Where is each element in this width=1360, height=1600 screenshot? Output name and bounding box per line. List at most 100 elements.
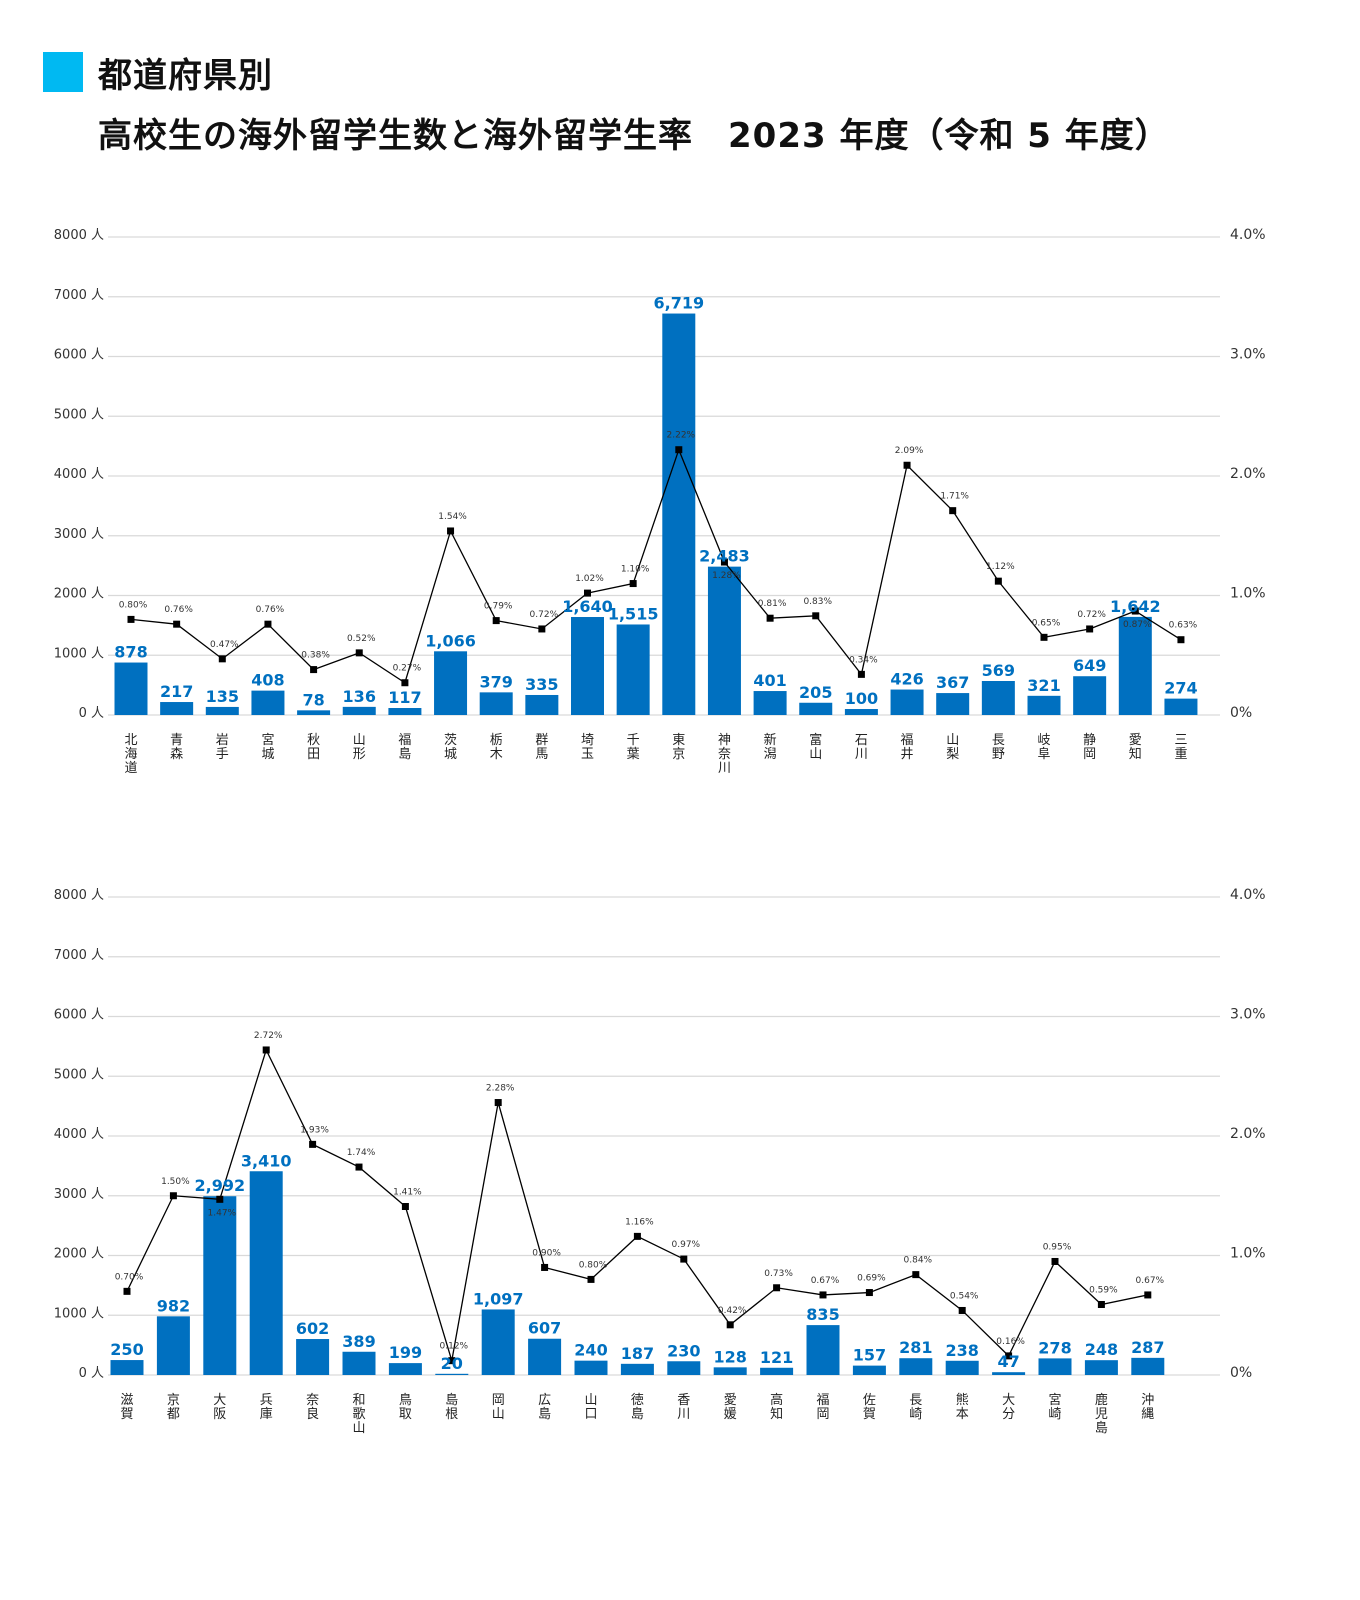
bar [571,617,604,715]
rate-marker [494,1099,502,1107]
category-label: 奈良 [306,1393,319,1422]
bar-value-label: 199 [389,1343,422,1362]
bar-value-label: 128 [713,1347,746,1366]
category-label: 埼玉 [581,733,594,762]
category-label: 鳥取 [399,1393,412,1422]
chart-title-line1: 都道府県別 [98,56,273,96]
rate-label: 0.70% [115,1272,144,1282]
bar [799,702,833,715]
bar-value-label: 47 [997,1352,1019,1371]
rate-marker [819,1291,827,1299]
category-label: 京都 [167,1393,180,1422]
rate-marker [1051,1257,1059,1265]
category-label: 山形 [353,733,366,762]
rate-label: 0.90% [532,1248,561,1258]
bar-value-label: 335 [525,675,558,694]
rate-label: 0.80% [119,600,148,610]
category-label: 大阪 [213,1393,226,1422]
rate-label: 0.59% [1089,1285,1118,1295]
bar [1038,1358,1072,1375]
right-axis-tick-label: 2.0% [1230,1126,1266,1142]
bar [806,1325,840,1375]
category-label: 愛知 [1129,733,1142,762]
rate-marker [401,679,409,687]
rate-label: 0.79% [484,602,513,612]
rate-label: 1.10% [621,565,650,575]
rate-label: 0.72% [530,610,559,620]
chart-title-line2: 高校生の海外留学生数と海外留学生率 2023 年度（令和 5 年度） [98,116,1170,156]
rate-label: 1.71% [940,492,969,502]
rate-label: 0.84% [904,1256,933,1266]
left-axis-tick-label: 1000 人 [54,646,104,661]
rate-marker [538,625,546,633]
rate-marker [216,1195,224,1203]
rate-marker [173,620,181,628]
category-label: 岡山 [492,1393,505,1422]
rate-label: 0.38% [301,651,330,661]
left-axis-tick-label: 1000 人 [54,1306,104,1321]
category-label: 山梨 [946,733,959,762]
category-label: 島根 [445,1393,458,1422]
bar-value-label: 117 [388,688,421,707]
left-axis-tick-label: 3000 人 [54,1187,104,1202]
rate-marker [1097,1300,1105,1308]
left-axis-tick-label: 0 人 [79,706,104,721]
left-axis-tick-label: 2000 人 [54,587,104,602]
bar [114,662,148,715]
bar [713,1367,747,1375]
rate-label: 2.72% [254,1031,283,1041]
bar [1118,616,1152,715]
bar-value-label: 2,992 [194,1176,245,1195]
rate-label: 0.69% [857,1274,886,1284]
bar-value-label: 217 [160,682,193,701]
bar-value-label: 78 [302,690,324,709]
rate-label: 2.28% [486,1084,515,1094]
bar-value-label: 3,410 [241,1151,292,1170]
rate-marker [675,446,683,454]
rate-label: 2.22% [667,431,696,441]
bar-value-label: 408 [251,671,284,690]
rate-label: 1.41% [393,1188,422,1198]
bar-value-label: 157 [853,1346,886,1365]
bar-value-label: 607 [528,1319,561,1338]
category-label: 佐賀 [863,1393,876,1422]
category-label: 兵庫 [260,1393,273,1422]
rate-label: 0.47% [210,640,239,650]
rate-marker [680,1255,688,1263]
rate-marker [309,1140,317,1148]
bar [1027,695,1061,715]
rate-label: 1.47% [208,1208,237,1218]
bar [525,694,559,715]
bar [1164,698,1198,715]
rate-label: 0.81% [758,599,787,609]
category-label: 新潟 [764,732,777,762]
bar [342,1351,376,1375]
category-label: 静岡 [1083,733,1096,762]
bar-value-label: 281 [899,1338,932,1357]
bar [479,692,513,715]
category-label: 長野 [992,733,1005,762]
bar-value-label: 250 [110,1340,143,1359]
rate-marker [949,507,957,515]
category-label: 沖縄 [1141,1393,1154,1422]
bar [981,681,1015,715]
category-label: 熊本 [956,1392,969,1422]
category-label: 三重 [1174,733,1187,762]
bar-value-label: 1,642 [1110,597,1161,616]
rate-marker [912,1271,920,1279]
rate-marker [1131,607,1139,615]
bar [945,1360,979,1375]
rate-marker [633,1232,641,1240]
bar [936,693,970,715]
category-label: 群馬 [535,733,548,762]
bar [251,690,285,715]
bar [528,1338,562,1375]
bar-value-label: 1,515 [608,604,659,623]
right-axis-tick-label: 4.0% [1230,227,1266,243]
bar-value-label: 238 [945,1341,978,1360]
bar-value-label: 2,483 [699,547,750,566]
left-axis-tick-label: 5000 人 [54,1067,104,1082]
bar [156,1316,190,1375]
rate-label: 0.65% [1032,618,1061,628]
rate-marker [355,1163,363,1171]
